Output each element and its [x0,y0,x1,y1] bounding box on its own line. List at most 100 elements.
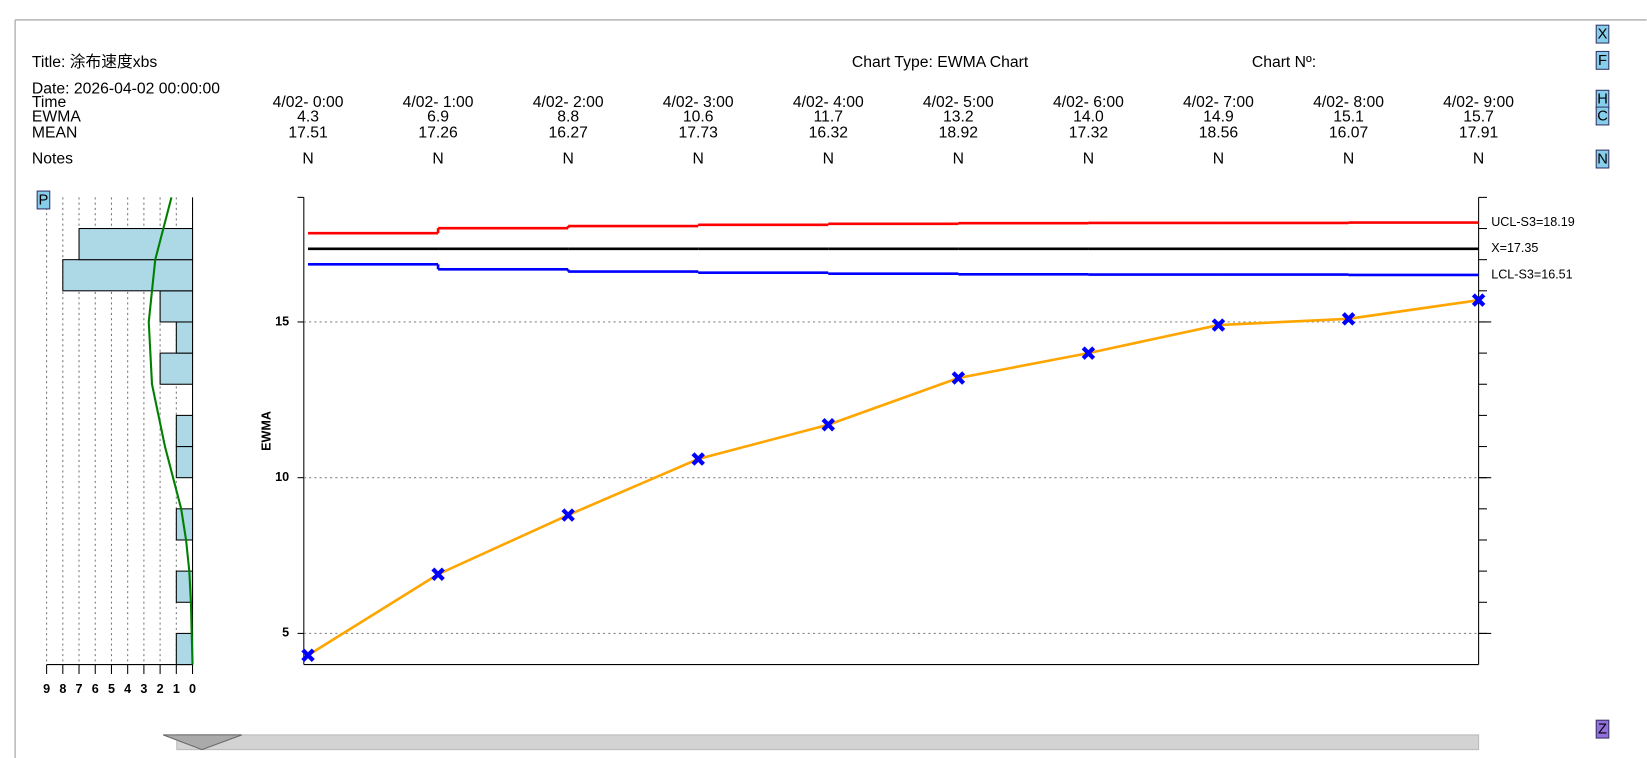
normal-curve [147,197,194,665]
hist-bar [175,446,194,479]
notes-cell: N [562,151,573,168]
marker [431,567,445,581]
ewma-line [307,298,1479,657]
hist-x-tick-label: 6 [92,682,99,696]
time-cell: 4/02- 0:00 [273,94,344,111]
hist-bar [175,414,194,448]
marker [691,452,705,466]
button-label[interactable]: Z [1598,722,1607,738]
button-label[interactable]: H [1597,92,1608,108]
marker [821,418,836,432]
button[interactable] [1595,149,1610,169]
button-label[interactable]: F [1598,53,1607,69]
chart-type: Chart Type: EWMA Chart [852,54,1029,71]
button-label[interactable]: C [1597,108,1608,124]
marker [1341,312,1356,326]
limit-label: LCL-S3=16.51 [1491,267,1572,281]
notes-cell: N [823,151,834,168]
hist-bar [175,632,194,666]
button-label[interactable]: P [39,192,49,208]
ewma-cell: 10.6 [683,109,714,126]
button[interactable] [1595,50,1610,70]
notes-cell: N [432,151,443,168]
button[interactable] [1595,719,1610,739]
mean-cell: 16.27 [548,124,587,141]
time-cell: 4/02- 6:00 [1053,94,1124,111]
hist-x-tick-label: 4 [124,682,131,696]
marker [951,371,966,385]
hist-x-tick-label: 0 [189,682,196,696]
mean-cell: 16.07 [1329,124,1368,141]
notes-cell: N [1083,151,1094,168]
ewma-cell: 13.2 [943,109,974,126]
ewma-cell: 8.8 [557,109,579,126]
mean-cell: 18.56 [1199,124,1239,141]
hist-x-tick-label: 9 [43,682,50,696]
notes-cell: N [1343,151,1354,168]
time-cell: 4/02- 8:00 [1313,94,1384,111]
scroll-thumb[interactable] [162,734,243,751]
ewma-cell: 14.9 [1203,109,1234,126]
time-cell: 4/02- 1:00 [403,94,474,111]
y-axis-label: EWMA [259,411,273,451]
marker [561,508,575,522]
time-cell: 4/02- 5:00 [923,94,994,111]
hist-bar [175,570,194,603]
ewma-cell: 6.9 [427,109,449,126]
row-label: Time [32,94,67,111]
time-cell: 4/02- 4:00 [793,94,864,111]
button-label[interactable]: N [1597,151,1608,167]
button[interactable] [1595,24,1610,44]
row-label: MEAN [32,124,77,141]
date: Date: 2026-04-02 00:00:00 [32,80,220,97]
notes-cell: N [1473,151,1484,168]
chart-no: Chart Nº: [1252,54,1316,71]
hist-bar [78,227,194,261]
title: Title: 涂布速度xbs [32,53,157,71]
marker [1211,318,1226,332]
hist-bar [159,352,194,385]
hist-x-tick-label: 8 [59,682,66,696]
marker [301,648,315,662]
hist-bar [175,321,194,354]
hist-bar [159,290,194,323]
notes-cell: N [953,151,964,168]
button-label[interactable]: X [1598,27,1608,43]
mean-cell: 18.92 [939,124,978,141]
mean-cell: 17.51 [288,124,327,141]
scrollbar[interactable] [176,734,1480,751]
time-cell: 4/02- 7:00 [1183,94,1254,111]
ewma-cell: 11.7 [814,109,843,126]
y-tick-label: 10 [275,470,289,484]
marker [1471,293,1486,307]
notes-cell: N [1213,151,1224,168]
row-label: EWMA [32,109,81,126]
time-cell: 4/02- 9:00 [1443,94,1514,111]
notes-cell: N [693,151,704,168]
button[interactable] [36,190,51,210]
mean-cell: 17.32 [1069,124,1108,141]
marker [1081,346,1096,360]
row-label: Notes [32,151,73,168]
y-tick-label: 5 [282,626,289,640]
ewma-cell: 15.1 [1333,109,1364,126]
notes-cell: N [302,151,313,168]
button[interactable] [1595,106,1610,126]
y-tick-label: 15 [275,314,289,328]
mean-cell: 17.91 [1459,124,1498,141]
limit-label: X=17.35 [1491,241,1538,255]
hist-x-tick-label: 7 [76,682,83,696]
hist-x-tick-label: 1 [173,682,180,696]
mean-cell: 16.32 [809,124,848,141]
hist-x-tick-label: 2 [157,682,164,696]
mean-cell: 17.73 [679,124,719,141]
time-cell: 4/02- 3:00 [663,94,734,111]
ewma-cell: 4.3 [297,109,319,126]
hist-bar [62,259,194,292]
hist-x-tick-label: 3 [140,682,147,696]
ewma-cell: 14.0 [1073,109,1104,126]
limit-label: UCL-S3=18.19 [1491,215,1575,229]
time-cell: 4/02- 2:00 [533,94,604,111]
